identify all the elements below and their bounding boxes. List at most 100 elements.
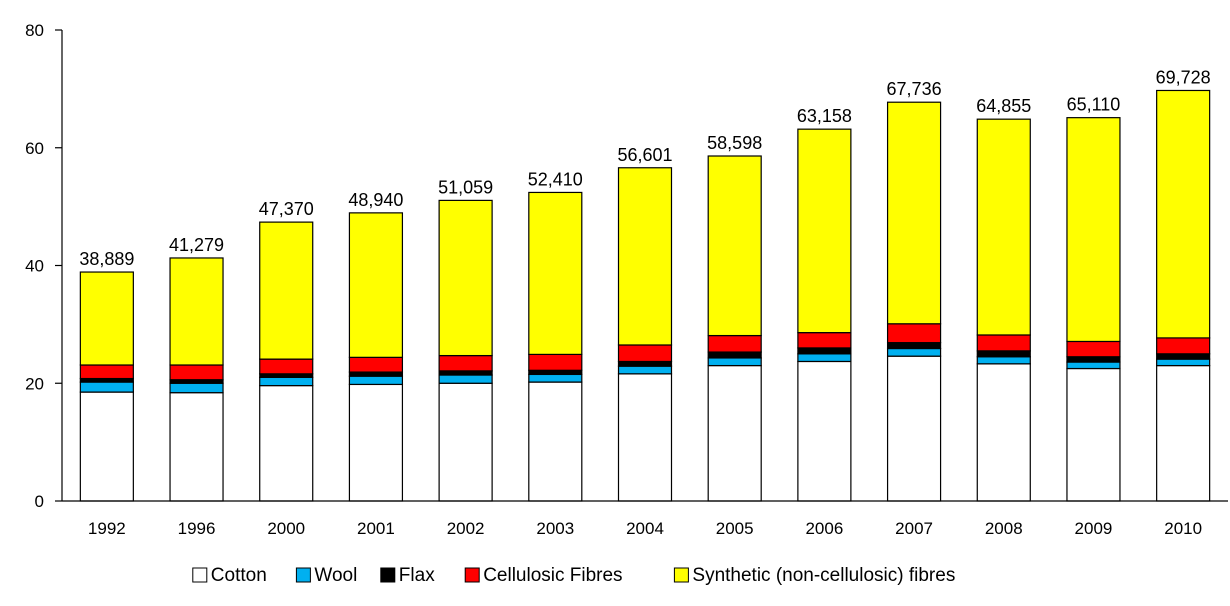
y-tick-label-80: 80 [25, 21, 44, 40]
bar-segment-synthetic-non-cellulosic-fibres-2004 [617, 167, 673, 346]
x-tick-label-1992: 1992 [88, 519, 126, 538]
total-label-2005: 58,598 [707, 133, 762, 153]
bar-segment-cotton-2008 [976, 363, 1031, 502]
bar-segment-flax-2004 [617, 360, 673, 367]
bar-segment-synthetic-non-cellulosic-fibres-2010 [1156, 89, 1211, 339]
bar-segment-synthetic-non-cellulosic-fibres-2003 [528, 191, 583, 356]
bar-segment-flax-2010 [1156, 353, 1211, 360]
legend-label-synthetic-non-cellulosic-fibres: Synthetic (non-cellulosic) fibres [692, 565, 955, 586]
total-label-1996: 41,279 [169, 235, 224, 255]
bar-segment-cellulosic-fibres-2010 [1156, 337, 1211, 355]
bar-segment-wool-2002 [438, 374, 493, 384]
bar-segment-wool-1992 [79, 381, 134, 393]
legend-label-flax: Flax [399, 565, 435, 586]
bar-segment-cotton-2001 [348, 383, 404, 502]
bar-segment-cellulosic-fibres-2008 [976, 334, 1031, 352]
legend: Cotton Wool Flax Cellulosic Fibres Synthetic… [192, 565, 955, 586]
bar-segment-cellulosic-fibres-2003 [528, 353, 583, 371]
total-label-2001: 48,940 [348, 190, 403, 210]
bar-segment-synthetic-non-cellulosic-fibres-2008 [976, 118, 1031, 336]
bar-segment-wool-2005 [707, 357, 762, 367]
legend-swatch-cellulosic-fibres [464, 567, 480, 583]
x-tick-label-2002: 2002 [447, 519, 485, 538]
bar-segment-wool-2007 [886, 347, 942, 357]
bar-segment-wool-2008 [976, 356, 1031, 365]
bar-segment-wool-1996 [169, 382, 224, 394]
bar-segment-cotton-2002 [438, 382, 493, 502]
bar-segment-cotton-2006 [797, 360, 852, 502]
total-label-2003: 52,410 [528, 169, 583, 189]
total-label-2009: 65,110 [1067, 95, 1121, 115]
legend-swatch-flax [380, 567, 396, 583]
bar-segment-synthetic-non-cellulosic-fibres-2002 [438, 199, 493, 357]
bar-segment-wool-2010 [1156, 358, 1211, 367]
bar-segment-synthetic-non-cellulosic-fibres-2009 [1066, 117, 1121, 343]
bar-segment-flax-2006 [797, 347, 852, 355]
bar-segment-synthetic-non-cellulosic-fibres-2005 [707, 155, 762, 337]
x-tick-label-1996: 1996 [178, 519, 216, 538]
x-tick-label-2010: 2010 [1164, 519, 1202, 538]
legend-swatch-synthetic-non-cellulosic-fibres [673, 567, 689, 583]
total-label-2000: 47,370 [259, 199, 314, 219]
bar-segment-wool-2000 [259, 376, 314, 387]
y-tick-label-40: 40 [25, 257, 44, 276]
bar-segment-wool-2009 [1066, 361, 1121, 370]
legend-label-cotton: Cotton [211, 565, 267, 586]
y-tick-label-60: 60 [25, 139, 44, 158]
bar-segment-cellulosic-fibres-2007 [886, 323, 942, 344]
bar-segment-cellulosic-fibres-2005 [707, 334, 762, 353]
bar-segment-wool-2006 [797, 353, 852, 363]
bar-segment-synthetic-non-cellulosic-fibres-2007 [886, 101, 942, 325]
bar-segment-flax-2005 [707, 351, 762, 359]
total-label-2002: 51,059 [438, 177, 493, 197]
bar-segment-flax-2003 [528, 369, 583, 376]
total-label-2008: 64,855 [976, 96, 1031, 116]
bar-segment-cellulosic-fibres-1992 [79, 364, 134, 380]
bar-segment-cellulosic-fibres-2006 [797, 332, 852, 349]
total-label-2004: 56,601 [617, 145, 672, 165]
total-label-2010: 69,728 [1156, 67, 1211, 87]
bar-segment-flax-2002 [438, 370, 493, 376]
bar-segment-wool-2001 [348, 375, 404, 386]
bar-segment-synthetic-non-cellulosic-fibres-2000 [259, 221, 314, 360]
bar-segment-cellulosic-fibres-2000 [259, 358, 314, 375]
bar-segment-cotton-1996 [169, 392, 224, 502]
bar-segment-cellulosic-fibres-2009 [1066, 340, 1121, 358]
bar-segment-cotton-2009 [1066, 367, 1121, 502]
bar-segment-flax-2007 [886, 342, 942, 350]
bars-layer [79, 89, 1211, 502]
x-tick-label-2006: 2006 [805, 519, 843, 538]
total-label-2007: 67,736 [887, 79, 942, 99]
x-tick-label-2007: 2007 [895, 519, 933, 538]
legend-label-cellulosic-fibres: Cellulosic Fibres [483, 565, 622, 586]
x-tick-label-2003: 2003 [536, 519, 574, 538]
bar-segment-cotton-2010 [1156, 364, 1211, 502]
legend-label-wool: Wool [314, 565, 357, 586]
bar-segment-flax-2009 [1066, 356, 1121, 363]
legend-swatch-cotton [192, 567, 208, 583]
bar-segment-synthetic-non-cellulosic-fibres-1992 [79, 271, 134, 366]
legend-swatch-wool [295, 567, 311, 583]
y-tick-label-20: 20 [25, 374, 44, 393]
y-tick-label-0: 0 [35, 492, 44, 511]
bar-segment-synthetic-non-cellulosic-fibres-2006 [797, 128, 852, 334]
total-label-2006: 63,158 [797, 106, 852, 126]
x-tick-label-2004: 2004 [626, 519, 664, 538]
total-label-1992: 38,889 [79, 249, 134, 269]
bar-segment-wool-2003 [528, 373, 583, 383]
bar-segment-cotton-2007 [886, 355, 942, 502]
bar-segment-cotton-2005 [707, 364, 762, 502]
bar-segment-cotton-1992 [79, 391, 134, 502]
bar-segment-flax-2008 [976, 350, 1031, 358]
labels-layer: 38,889 1992 41,279 1996 47,370 2000 48,940 2001… [25, 21, 1211, 538]
bar-segment-cellulosic-fibres-2001 [348, 356, 404, 373]
bar-segment-wool-2004 [617, 365, 673, 375]
bar-segment-cotton-2000 [259, 385, 314, 502]
x-tick-label-2009: 2009 [1075, 519, 1113, 538]
bar-segment-cellulosic-fibres-2004 [617, 344, 673, 363]
axes-layer [55, 29, 1228, 502]
bar-segment-cotton-2003 [528, 381, 583, 502]
bar-segment-cellulosic-fibres-1996 [169, 364, 224, 381]
